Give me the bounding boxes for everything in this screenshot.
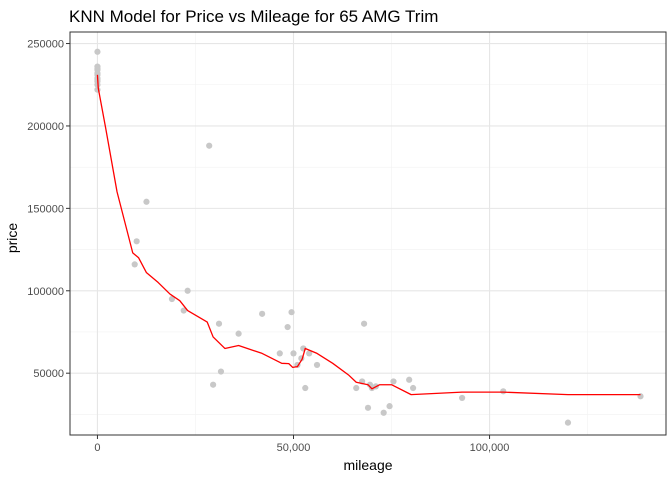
y-tick-label: 200000 [27,121,64,133]
scatter-point [564,419,572,426]
scatter-point [210,381,217,388]
scatter-point [313,361,321,369]
scatter-point [215,320,223,327]
scatter-point [180,307,187,314]
scatter-point [386,403,393,410]
x-tick-label: 100,000 [470,442,510,454]
scatter-point [131,261,138,268]
scatter-point [302,384,309,392]
y-axis-title: price [4,223,20,254]
x-axis-ticks: 0 50,000 100,000 [94,435,509,454]
x-tick-label: 50,000 [277,442,311,454]
y-tick-label: 250000 [27,39,64,51]
scatter-point [306,350,313,357]
scatter-point [206,142,213,149]
scatter-point [380,409,387,416]
scatter-point [217,368,225,375]
scatter-point [360,320,368,327]
scatter-point [276,350,283,357]
scatter-point [406,376,413,383]
plot-panel [70,32,666,435]
grid-lines [70,32,666,435]
scatter-point [500,388,507,395]
x-axis-title: mileage [343,457,392,473]
scatter-point [390,378,397,385]
knn-fit-line-group [96,74,641,396]
scatter-point [143,198,150,205]
knn-fit-line [96,74,641,396]
scatter-point [290,350,297,357]
x-tick-label: 0 [94,442,100,454]
scatter-point [459,394,466,402]
scatter-point [184,287,191,294]
scatter-point [94,86,101,93]
scatter-point [409,384,417,392]
scatter-point [94,48,101,55]
scatter-point [168,295,176,303]
panel-border [69,31,667,436]
scatter-point [353,384,360,392]
scatter-point [284,323,291,331]
scatter-point [133,238,140,245]
y-tick-label: 100000 [27,286,64,298]
y-axis-ticks: 50000 100000 150000 200000 250000 [27,39,70,380]
scatter-point [364,404,372,411]
chart-title: KNN Model for Price vs Mileage for 65 AM… [69,7,438,26]
scatter-point [288,309,295,316]
scatter-point [235,330,242,337]
y-tick-label: 150000 [27,203,64,215]
y-tick-label: 50000 [33,368,64,380]
scatter-point [259,310,266,317]
